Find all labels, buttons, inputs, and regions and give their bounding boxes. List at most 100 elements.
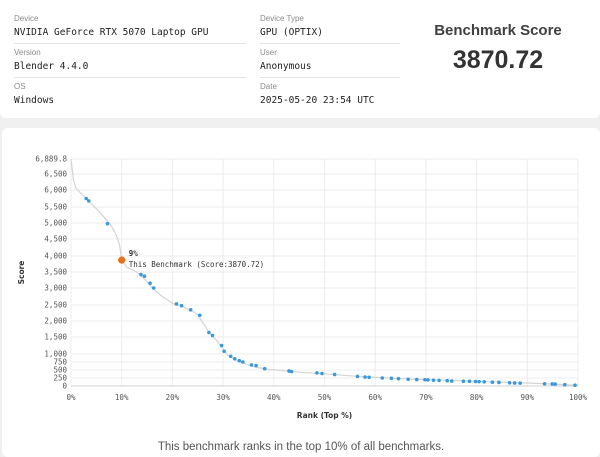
version-label: Version xyxy=(14,48,41,57)
data-point xyxy=(437,378,441,383)
y-tick-label: 4,000 xyxy=(44,252,67,261)
device-type-field: Device Type GPU (OPTIX) xyxy=(260,14,323,39)
data-point xyxy=(445,378,449,383)
data-point xyxy=(563,382,567,387)
data-point xyxy=(423,377,427,382)
data-point xyxy=(550,382,554,386)
data-point xyxy=(396,376,401,381)
date-field: Date 2025-05-20 23:54 UTC xyxy=(260,82,374,107)
x-tick-label: 30% xyxy=(216,393,230,402)
data-point xyxy=(254,363,258,368)
x-tick-label: 50% xyxy=(318,393,332,402)
data-point xyxy=(512,381,517,385)
data-point xyxy=(518,381,523,385)
x-tick-label: 80% xyxy=(470,393,484,402)
date-label: Date xyxy=(260,82,277,91)
data-point xyxy=(179,303,184,308)
data-point xyxy=(497,380,501,385)
data-point xyxy=(84,196,89,201)
version-field: Version Blender 4.4.0 xyxy=(14,48,88,73)
data-point xyxy=(507,381,512,385)
divider xyxy=(14,43,246,44)
data-point xyxy=(219,343,224,348)
y-tick-label: 3,500 xyxy=(44,268,67,277)
data-point xyxy=(389,376,394,381)
y-tick-label: 750 xyxy=(53,358,67,367)
divider xyxy=(260,43,400,44)
y-tick-label: 6,889.8 xyxy=(35,155,67,164)
y-tick-label: 5,500 xyxy=(44,203,67,212)
y-tick-label: 2,500 xyxy=(44,301,67,310)
data-point xyxy=(573,383,577,387)
data-point xyxy=(431,378,436,383)
x-axis-title: Rank (Top %) xyxy=(297,411,352,420)
data-point xyxy=(148,281,152,285)
highlight-group: 9% This Benchmark (Score:3870.72) xyxy=(118,249,264,269)
x-tick-label: 100% xyxy=(569,393,588,402)
data-point xyxy=(449,379,454,383)
data-point xyxy=(105,221,110,226)
data-point xyxy=(174,302,179,306)
x-tick-label: 70% xyxy=(419,393,433,402)
data-point xyxy=(210,333,215,338)
data-point xyxy=(139,272,143,277)
version-value: Blender 4.4.0 xyxy=(14,61,89,72)
x-tick-label: 40% xyxy=(267,393,281,402)
y-tick-label: 2,000 xyxy=(44,317,67,326)
benchmark-info-card: Device NVIDIA GeForce RTX 5070 Laptop GP… xyxy=(0,0,600,118)
data-point xyxy=(232,357,237,361)
data-point xyxy=(207,330,211,335)
data-point xyxy=(262,366,267,371)
data-point xyxy=(332,372,337,377)
data-point xyxy=(490,380,495,384)
data-point xyxy=(406,377,410,382)
data-point xyxy=(197,313,202,318)
y-tick-label: 0 xyxy=(62,382,67,391)
data-point xyxy=(142,274,147,278)
y-tick-label: 6,500 xyxy=(44,170,67,179)
data-point xyxy=(237,358,242,363)
data-point xyxy=(482,380,487,384)
data-point xyxy=(426,378,430,382)
data-point xyxy=(363,375,367,379)
x-axis-ticks: 0% 10% 20% 30% 40% 50% 60% 70% 80% 90% 100% xyxy=(66,393,587,402)
x-tick-label: 20% xyxy=(166,393,180,402)
data-point xyxy=(241,360,245,364)
y-tick-label: 3,000 xyxy=(44,284,67,293)
device-label: Device xyxy=(14,14,39,23)
highlight-score-label: This Benchmark (Score:3870.72) xyxy=(129,260,264,269)
y-tick-label: 6,000 xyxy=(44,186,67,195)
data-points xyxy=(84,196,577,387)
user-value: Anonymous xyxy=(260,61,312,72)
score-title: Benchmark Score xyxy=(434,22,562,39)
data-point xyxy=(467,379,472,384)
data-point xyxy=(86,199,91,203)
data-point xyxy=(542,381,547,386)
device-type-value: GPU (OPTIX) xyxy=(260,27,323,38)
score-curve xyxy=(70,158,579,386)
data-point xyxy=(367,375,371,380)
data-point xyxy=(473,379,478,384)
highlight-rank-label: 9% xyxy=(129,249,139,258)
data-point xyxy=(151,286,156,290)
data-point xyxy=(188,308,193,312)
x-tick-label: 60% xyxy=(368,393,382,402)
divider xyxy=(14,77,246,78)
device-value: NVIDIA GeForce RTX 5070 Laptop GPU xyxy=(14,27,209,38)
data-point xyxy=(553,382,557,386)
chart-grid xyxy=(70,158,579,387)
os-label: OS xyxy=(14,82,26,91)
score-value: 3870.72 xyxy=(452,46,544,74)
rank-summary: This benchmark ranks in the top 10% of a… xyxy=(157,441,445,453)
data-point xyxy=(477,379,481,384)
chart-card: 0 250 500 750 1,000 1,500 2,000 2,500 3,000 3,500… xyxy=(2,128,600,457)
device-field: Device NVIDIA GeForce RTX 5070 Laptop GP… xyxy=(14,14,208,39)
user-label: User xyxy=(260,48,277,57)
data-point xyxy=(414,377,419,382)
os-field: OS Windows xyxy=(14,82,54,107)
y-tick-label: 5,000 xyxy=(44,219,67,228)
data-point xyxy=(355,374,360,379)
device-type-label: Device Type xyxy=(260,14,304,23)
